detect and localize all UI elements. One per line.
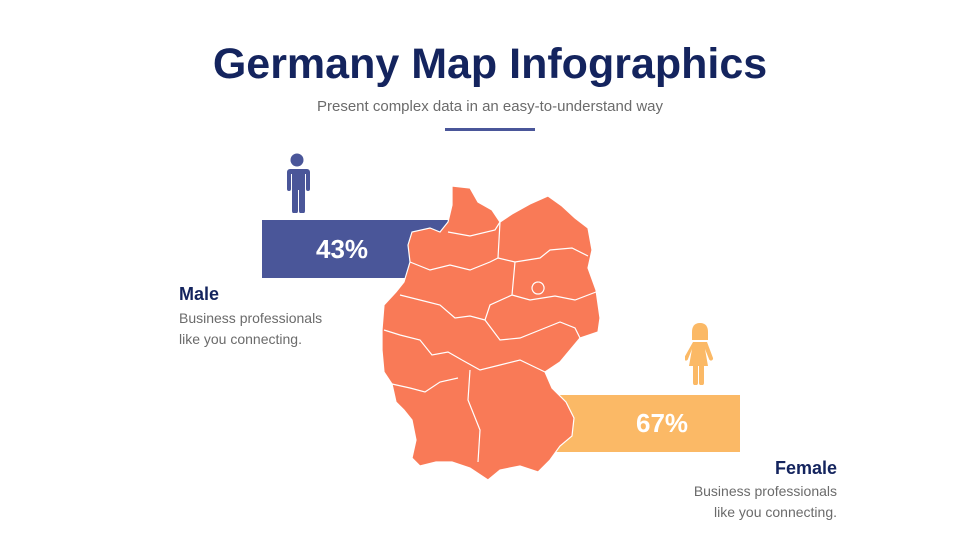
germany-outline	[381, 185, 601, 481]
title-divider	[445, 128, 535, 131]
male-description: Business professionals like you connecti…	[179, 308, 322, 350]
male-percent: 43%	[316, 233, 369, 264]
female-label: Female	[774, 458, 837, 478]
female-desc-line2: like you connecting.	[714, 504, 837, 520]
female-description: Business professionals like you connecti…	[694, 481, 837, 523]
female-percent: 67%	[636, 408, 689, 438]
male-desc-line1: Business professionals	[179, 310, 323, 326]
female-percent-bar: 67%	[550, 395, 740, 452]
male-label: Male	[179, 284, 220, 304]
female-person-icon	[685, 323, 714, 385]
state-borders	[383, 221, 597, 463]
female-desc-line1: Business professionals	[693, 483, 837, 499]
male-desc-line2: like you connecting.	[179, 331, 302, 347]
page-title: Germany Map Infographics	[212, 40, 768, 88]
page-subtitle: Present complex data in an easy-to-under…	[316, 98, 664, 115]
male-person-icon	[287, 153, 310, 213]
